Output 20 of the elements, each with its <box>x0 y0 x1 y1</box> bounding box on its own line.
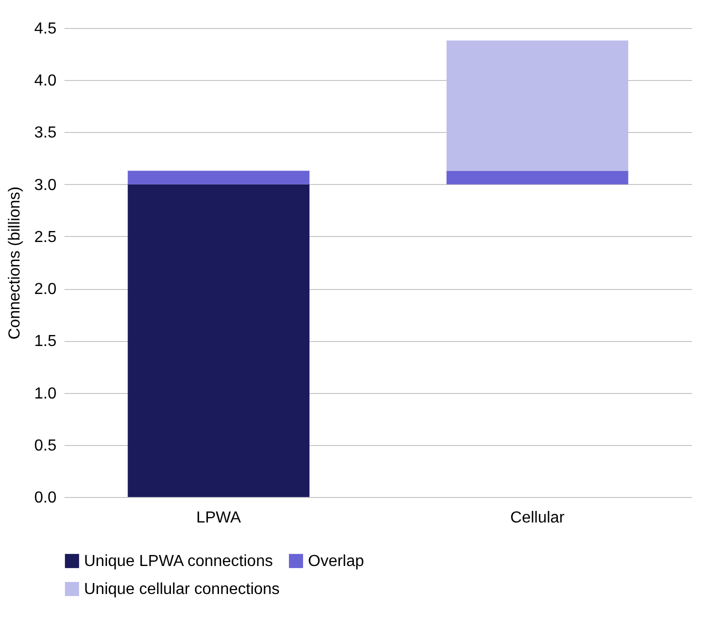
y-tick-label: 4.5 <box>34 20 57 38</box>
y-tick-label: 3.0 <box>34 176 57 194</box>
legend-label: Overlap <box>308 553 364 570</box>
y-tick-label: 2.5 <box>34 228 57 246</box>
bar <box>128 170 310 184</box>
y-tick-label: 0.0 <box>34 490 57 506</box>
y-tick-label: 0.5 <box>34 437 57 454</box>
bar <box>128 184 310 497</box>
y-tick-label: 1.5 <box>34 333 57 350</box>
y-axis-title: Connections (billions) <box>6 186 24 340</box>
y-tick-label: 1.0 <box>34 385 57 402</box>
legend-label: Unique cellular connections <box>84 581 280 598</box>
y-tick-label: 4.0 <box>34 72 57 90</box>
bar <box>446 170 628 184</box>
bar <box>446 40 628 171</box>
legend-label: Unique LPWA connections <box>84 553 273 570</box>
y-tick-label: 2.0 <box>34 281 57 298</box>
x-tick-label: LPWA <box>196 510 242 526</box>
x-tick-label: Cellular <box>510 510 566 526</box>
y-tick-label: 3.5 <box>34 124 57 142</box>
